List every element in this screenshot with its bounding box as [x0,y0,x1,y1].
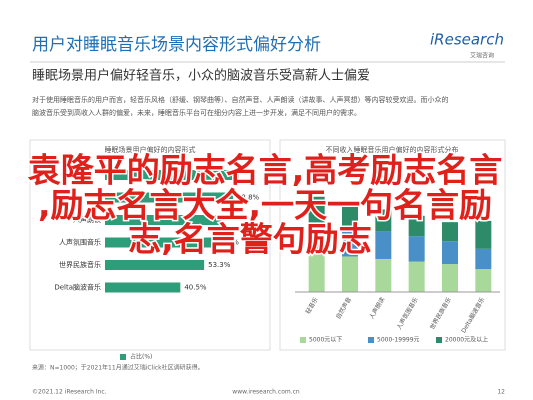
bar [105,170,239,180]
overlay-text: ,励志名言大全,一天一句名言励 [38,186,492,225]
bar-segment [442,264,458,292]
copyright: ©2021.12 iResearch Inc. [32,389,107,396]
bar [105,237,213,248]
bar-segment [342,203,358,226]
chart-title: 睡眠场景用户偏好的内容形式 [105,145,196,154]
description: 脑波音乐受到高收入人群的偏爱，未来，睡眠音乐平台可在细分内容上进一步开发，满足不… [32,108,361,117]
bar [105,260,205,270]
bar-segment [408,215,425,237]
bar-segment [308,196,325,223]
legend-label: 20000元及以上 [445,336,488,344]
bar-segment [342,225,358,257]
panel [29,139,271,351]
bar-segment [375,258,392,292]
value-label: 57.9% [217,239,240,247]
bar-segment [375,231,392,259]
bar-segment [442,241,458,265]
page-number: 12 [497,389,505,396]
bar [105,282,181,293]
legend-swatch [368,337,374,343]
bar [105,192,233,203]
panel [279,139,506,351]
legend-label: 5000-19999元 [377,337,420,344]
legend-label: 5000元以下 [309,337,342,344]
bar-segment [408,236,425,262]
chart-title: 不同收入睡眠音乐用户偏好的内容形式分布 [326,145,459,154]
subtitle: 睡眠场景用户偏好轻音乐，小众的脑波音乐受高薪人士偏爱 [32,68,370,84]
bar-segment [342,256,358,292]
category-label: Delta脑波音乐 [54,283,101,292]
logo-cn: 艾瑞咨询 [470,52,494,60]
category-label: 世界民族音乐 [59,260,101,269]
legend-swatch [436,337,442,343]
logo: iResearch [430,31,504,49]
category-label: 人声朗读 [73,215,101,224]
source: 来源：N=1000；于2021年11月通过艾瑞iClick社区调研获得。 [32,364,204,372]
bar-segment [475,248,492,270]
value-label: 53.3% [208,261,231,269]
bar-segment [375,209,392,232]
category-label: 人声氛围音乐 [59,238,101,247]
legend-label: 占比(%) [130,353,152,361]
overlay-text: 志,名言警句励志 [128,220,372,259]
bar-segment [308,222,325,254]
description: 对于使用睡眠音乐的用户而言，轻音乐风格（舒缓、钢琴曲等）、自然声音、人声朗读（讲… [32,95,449,104]
overlay-text: 袁隆平的励志名言,高考励志名言 [28,151,503,190]
value-label: 40.5% [184,284,207,292]
legend-swatch [300,337,306,343]
bar-segment [442,222,458,242]
value-label: 68.8% [237,194,260,202]
bar-segment [475,269,492,292]
legend-swatch [120,354,126,360]
bar-segment [475,220,492,249]
page-title: 用户对睡眠音乐场景内容形式偏好分析 [32,35,321,55]
bar-segment [408,261,425,292]
bar [105,215,225,225]
site: www.iresearch.com.cn [232,389,300,396]
bar-segment [308,253,325,292]
